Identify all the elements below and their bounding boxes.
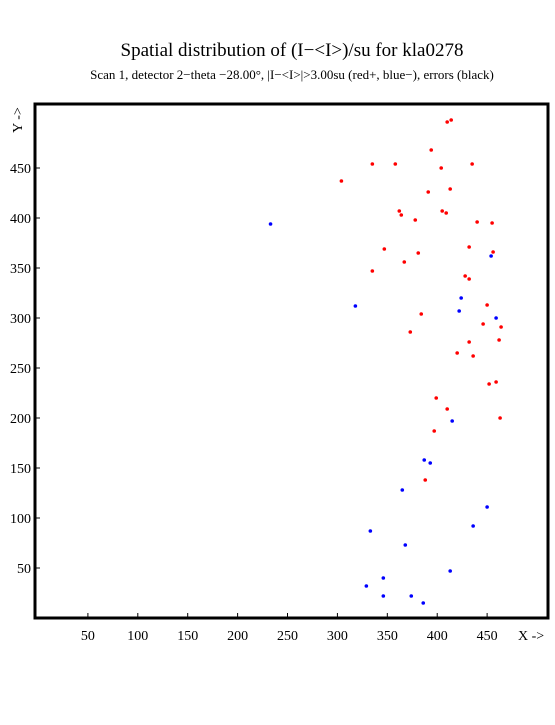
y-tick-label: 50: [17, 562, 31, 577]
point: [489, 254, 493, 258]
point: [353, 304, 358, 308]
point: [494, 316, 498, 320]
point: [422, 458, 427, 462]
plot-frame: [33, 102, 550, 620]
point: [364, 584, 369, 588]
chart-subtitle: Scan 1, detector 2−theta −28.00°, |I−<I>…: [90, 67, 494, 82]
x-tick-label: 350: [377, 629, 398, 644]
y-tick-label: 250: [10, 362, 31, 377]
point: [399, 213, 404, 217]
x-tick-label: 250: [277, 629, 298, 644]
point: [499, 325, 503, 329]
point: [423, 478, 428, 482]
y-axis-label: Y ->: [11, 107, 26, 133]
point: [487, 382, 491, 386]
point: [429, 148, 434, 152]
point: [449, 118, 453, 122]
point: [491, 250, 495, 254]
point: [432, 429, 437, 433]
x-tick-label: 150: [177, 629, 198, 644]
point: [444, 211, 448, 215]
point: [421, 601, 426, 605]
point: [426, 190, 431, 194]
y-tick-label: 150: [10, 462, 31, 477]
x-tick-label: 450: [477, 629, 498, 644]
point: [485, 303, 489, 307]
point: [471, 524, 475, 528]
point: [370, 162, 375, 166]
point: [471, 354, 475, 358]
x-tick-label: 100: [127, 629, 148, 644]
point: [450, 419, 454, 423]
point: [397, 209, 402, 213]
point: [400, 488, 405, 492]
y-tick-label: 350: [10, 262, 31, 277]
chart-title: Spatial distribution of (I−<I>)/su for k…: [121, 40, 464, 61]
point: [467, 340, 471, 344]
point: [457, 309, 461, 313]
point: [370, 269, 375, 273]
point: [498, 416, 502, 420]
point: [416, 251, 421, 255]
point: [459, 296, 463, 300]
y-tick-label: 200: [10, 412, 31, 427]
y-tick-label: 400: [10, 212, 31, 227]
point: [439, 166, 444, 170]
point: [339, 179, 344, 183]
x-tick-label: 400: [427, 629, 448, 644]
point: [490, 221, 494, 225]
point: [485, 505, 489, 509]
y-tick-label: 100: [10, 512, 31, 527]
point: [448, 569, 452, 573]
point: [440, 209, 445, 213]
point: [494, 380, 498, 384]
point: [368, 529, 373, 533]
point: [455, 351, 459, 355]
y-tick-label: 450: [10, 162, 31, 177]
point: [467, 277, 471, 281]
x-tick-label: 50: [81, 629, 95, 644]
point: [419, 312, 424, 316]
point: [409, 594, 414, 598]
point: [408, 330, 413, 334]
point: [413, 218, 418, 222]
point: [268, 222, 273, 226]
point: [393, 162, 398, 166]
point: [463, 274, 467, 278]
x-axis-label: X ->: [518, 629, 544, 644]
point: [434, 396, 439, 400]
point: [448, 187, 452, 191]
point: [445, 407, 449, 411]
point: [475, 220, 479, 224]
point: [381, 576, 386, 580]
point: [467, 245, 471, 249]
x-tick-label: 300: [327, 629, 348, 644]
point: [402, 260, 407, 264]
point: [481, 322, 485, 326]
point: [382, 247, 387, 251]
point: [497, 338, 501, 342]
x-tick-label: 200: [227, 629, 248, 644]
point: [428, 461, 433, 465]
point: [381, 594, 386, 598]
point: [403, 543, 408, 547]
point: [470, 162, 474, 166]
y-tick-label: 300: [10, 312, 31, 327]
point: [445, 120, 449, 124]
